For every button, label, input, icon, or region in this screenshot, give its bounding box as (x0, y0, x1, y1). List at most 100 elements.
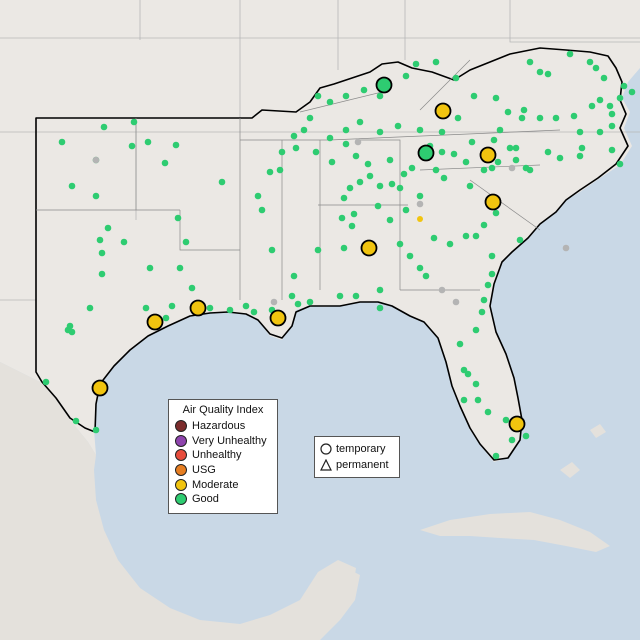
monitor-marker-good[interactable] (226, 306, 234, 314)
monitor-marker-good[interactable] (478, 308, 486, 316)
monitor-marker-good-large[interactable] (375, 76, 393, 94)
monitor-marker-good[interactable] (492, 209, 500, 217)
monitor-marker-moderate[interactable] (189, 299, 207, 317)
monitor-marker-no-data[interactable] (416, 200, 424, 208)
monitor-marker-good[interactable] (98, 249, 106, 257)
monitor-marker-good[interactable] (388, 180, 396, 188)
monitor-marker-good[interactable] (336, 292, 344, 300)
monitor-marker-good[interactable] (474, 396, 482, 404)
monitor-marker-good[interactable] (522, 432, 530, 440)
monitor-marker-good[interactable] (172, 141, 180, 149)
monitor-marker-good[interactable] (290, 132, 298, 140)
monitor-marker-good[interactable] (452, 74, 460, 82)
monitor-marker-good[interactable] (480, 166, 488, 174)
monitor-marker-good[interactable] (454, 114, 462, 122)
monitor-marker-no-data[interactable] (438, 286, 446, 294)
monitor-marker-moderate[interactable] (508, 415, 526, 433)
monitor-marker-good[interactable] (536, 68, 544, 76)
monitor-marker-good[interactable] (536, 114, 544, 122)
monitor-marker-good[interactable] (470, 92, 478, 100)
monitor-marker-good[interactable] (394, 122, 402, 130)
monitor-marker-good[interactable] (288, 292, 296, 300)
monitor-marker-moderate[interactable] (91, 379, 109, 397)
monitor-marker-good[interactable] (376, 304, 384, 312)
monitor-marker-no-data[interactable] (270, 298, 278, 306)
monitor-marker-good[interactable] (374, 202, 382, 210)
monitor-marker-good[interactable] (484, 408, 492, 416)
monitor-marker-good[interactable] (300, 126, 308, 134)
monitor-marker-good[interactable] (406, 252, 414, 260)
monitor-marker-good[interactable] (460, 366, 468, 374)
monitor-marker-good[interactable] (364, 160, 372, 168)
monitor-marker-good[interactable] (326, 98, 334, 106)
monitor-marker-good[interactable] (292, 144, 300, 152)
monitor-marker-good[interactable] (438, 148, 446, 156)
monitor-marker-good[interactable] (338, 214, 346, 222)
monitor-marker-moderate-small[interactable] (417, 216, 423, 222)
monitor-marker-good[interactable] (396, 240, 404, 248)
monitor-marker-good[interactable] (492, 94, 500, 102)
monitor-marker-good[interactable] (86, 304, 94, 312)
monitor-marker-good[interactable] (360, 86, 368, 94)
monitor-marker-good[interactable] (314, 92, 322, 100)
monitor-marker-good[interactable] (608, 122, 616, 130)
monitor-marker-good[interactable] (340, 194, 348, 202)
monitor-marker-good[interactable] (408, 164, 416, 172)
monitor-marker-good[interactable] (366, 172, 374, 180)
monitor-marker-good[interactable] (490, 136, 498, 144)
monitor-marker-good[interactable] (464, 370, 472, 378)
monitor-marker-good[interactable] (386, 216, 394, 224)
monitor-marker-good[interactable] (488, 270, 496, 278)
monitor-marker-good[interactable] (66, 322, 74, 330)
monitor-marker-moderate[interactable] (269, 309, 287, 327)
monitor-marker-good[interactable] (400, 170, 408, 178)
monitor-marker-good[interactable] (422, 272, 430, 280)
monitor-marker-good[interactable] (526, 166, 534, 174)
monitor-marker-good[interactable] (144, 138, 152, 146)
monitor-marker-good[interactable] (504, 108, 512, 116)
monitor-marker-good[interactable] (98, 270, 106, 278)
monitor-marker-good[interactable] (188, 284, 196, 292)
monitor-marker-good[interactable] (294, 300, 302, 308)
monitor-marker-good[interactable] (376, 182, 384, 190)
monitor-marker-good[interactable] (596, 128, 604, 136)
monitor-marker-good[interactable] (588, 102, 596, 110)
monitor-marker-good[interactable] (472, 380, 480, 388)
monitor-marker-good[interactable] (268, 246, 276, 254)
monitor-marker-good[interactable] (506, 144, 514, 152)
monitor-marker-good[interactable] (162, 314, 170, 322)
monitor-marker-good[interactable] (416, 192, 424, 200)
monitor-marker-good[interactable] (72, 417, 80, 425)
monitor-marker-moderate[interactable] (479, 146, 497, 164)
monitor-marker-good[interactable] (570, 112, 578, 120)
monitor-marker-moderate[interactable] (360, 239, 378, 257)
monitor-marker-good[interactable] (616, 160, 624, 168)
monitor-marker-good[interactable] (352, 292, 360, 300)
monitor-marker-good[interactable] (130, 118, 138, 126)
monitor-marker-good[interactable] (396, 184, 404, 192)
monitor-marker-good[interactable] (376, 286, 384, 294)
monitor-marker-good[interactable] (312, 148, 320, 156)
monitor-marker-good[interactable] (606, 102, 614, 110)
monitor-marker-good[interactable] (496, 126, 504, 134)
monitor-marker-no-data[interactable] (354, 138, 362, 146)
monitor-marker-good[interactable] (182, 238, 190, 246)
monitor-marker-good[interactable] (578, 144, 586, 152)
monitor-marker-good[interactable] (586, 58, 594, 66)
monitor-marker-good[interactable] (416, 126, 424, 134)
monitor-marker-good[interactable] (356, 118, 364, 126)
monitor-marker-good[interactable] (460, 396, 468, 404)
monitor-marker-good[interactable] (480, 221, 488, 229)
monitor-marker-good[interactable] (462, 158, 470, 166)
monitor-marker-good[interactable] (314, 246, 322, 254)
monitor-marker-good[interactable] (356, 178, 364, 186)
monitor-marker-good[interactable] (494, 158, 502, 166)
monitor-marker-good[interactable] (104, 224, 112, 232)
monitor-marker-good[interactable] (576, 128, 584, 136)
monitor-marker-good[interactable] (508, 436, 516, 444)
monitor-marker-good[interactable] (250, 308, 258, 316)
monitor-marker-good[interactable] (350, 210, 358, 218)
monitor-marker-good[interactable] (276, 166, 284, 174)
monitor-marker-moderate[interactable] (146, 313, 164, 331)
